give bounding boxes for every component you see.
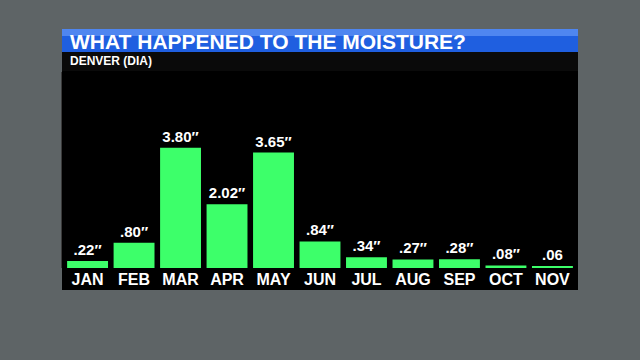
svg-text:MAY: MAY: [256, 271, 290, 288]
svg-text:MAR: MAR: [162, 271, 199, 288]
svg-text:.08″: .08″: [492, 245, 520, 262]
svg-text:.22″: .22″: [74, 241, 102, 258]
svg-text:.28″: .28″: [445, 239, 473, 256]
svg-text:.84″: .84″: [306, 221, 334, 238]
svg-text:JAN: JAN: [72, 271, 104, 288]
svg-text:3.80″: 3.80″: [162, 128, 198, 145]
svg-text:FEB: FEB: [118, 271, 150, 288]
svg-text:JUN: JUN: [304, 271, 336, 288]
svg-text:.06: .06: [542, 246, 563, 263]
svg-text:APR: APR: [210, 271, 244, 288]
svg-text:NOV: NOV: [535, 271, 570, 288]
svg-text:SEP: SEP: [443, 271, 475, 288]
svg-text:OCT: OCT: [489, 271, 523, 288]
svg-text:WHAT HAPPENED TO THE MOISTURE?: WHAT HAPPENED TO THE MOISTURE?: [70, 30, 466, 53]
svg-text:DENVER (DIA): DENVER (DIA): [70, 54, 152, 68]
svg-text:AUG: AUG: [395, 271, 431, 288]
svg-text:3.65″: 3.65″: [255, 133, 291, 150]
svg-text:.34″: .34″: [352, 237, 380, 254]
svg-text:.80″: .80″: [120, 223, 148, 240]
svg-text:.27″: .27″: [399, 239, 427, 256]
svg-text:2.02″: 2.02″: [209, 184, 245, 201]
svg-text:JUL: JUL: [351, 271, 381, 288]
